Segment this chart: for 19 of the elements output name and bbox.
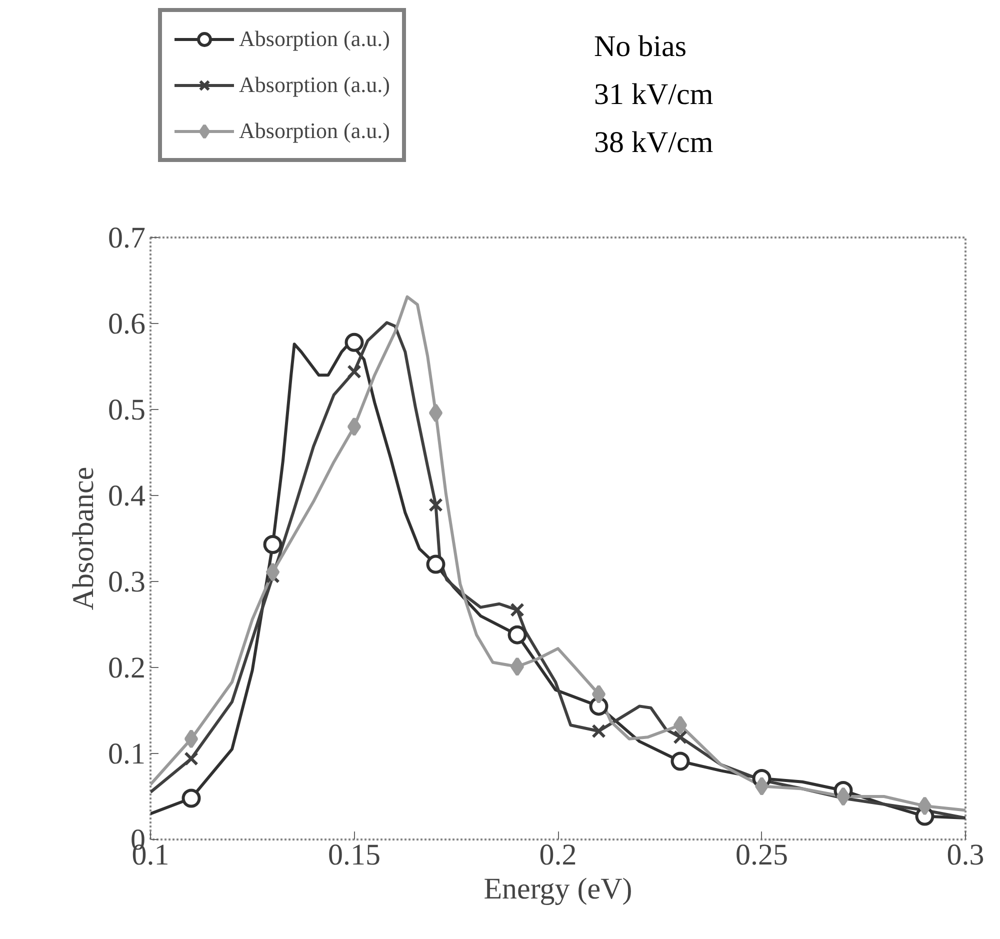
legend-label: Absorption (a.u.) xyxy=(239,26,390,52)
text: 38 kV/cm xyxy=(594,125,714,161)
y-tick-label: 0.5 xyxy=(108,394,146,426)
x-tick-label: 0.2 xyxy=(539,838,577,872)
y-axis-title: Absorbance xyxy=(67,466,100,610)
y-tick-label: 0.1 xyxy=(108,738,146,770)
x-tick-label: 0.15 xyxy=(328,838,380,872)
text: 31 kV/cm xyxy=(594,77,714,113)
legend-label: Absorption (a.u.) xyxy=(239,118,390,144)
x-axis-title: Energy (eV) xyxy=(484,872,632,906)
y-tick-label: 0.7 xyxy=(108,222,146,254)
y-tick-label: 0.3 xyxy=(108,566,146,598)
y-tick-label: 0.6 xyxy=(108,308,146,340)
legend-label: Absorption (a.u.) xyxy=(239,72,390,98)
text: No bias xyxy=(594,29,688,65)
x-tick-label: 0.25 xyxy=(736,838,788,872)
y-tick-label: 0.4 xyxy=(108,480,146,512)
x-tick-label: 0.3 xyxy=(946,838,984,872)
y-tick-label: 0.2 xyxy=(108,652,146,684)
